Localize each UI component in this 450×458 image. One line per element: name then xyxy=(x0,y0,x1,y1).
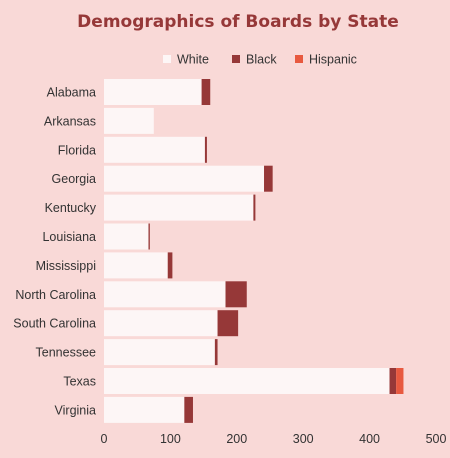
category-label-louisiana: Louisiana xyxy=(42,230,96,244)
category-label-arkansas: Arkansas xyxy=(44,114,96,128)
bar-alabama-black xyxy=(201,79,211,105)
category-label-south-carolina: South Carolina xyxy=(13,317,96,331)
bar-south-carolina-white xyxy=(104,310,218,337)
x-tick-label: 200 xyxy=(226,432,247,446)
x-tick-label: 100 xyxy=(160,432,181,446)
category-label-kentucky: Kentucky xyxy=(45,201,97,215)
bar-texas-black xyxy=(389,368,397,394)
chart-title: Demographics of Boards by State xyxy=(77,12,399,32)
category-label-florida: Florida xyxy=(58,143,96,157)
bar-kentucky-white xyxy=(104,194,254,221)
bar-mississippi-white xyxy=(104,252,168,279)
bar-north-carolina-white xyxy=(104,281,226,308)
x-tick-label: 300 xyxy=(293,432,314,446)
bar-arkansas-white xyxy=(104,107,154,134)
bar-north-carolina-black xyxy=(225,281,247,308)
legend-swatch-black xyxy=(232,55,240,63)
category-label-texas: Texas xyxy=(63,375,96,389)
bar-south-carolina-black xyxy=(217,310,239,337)
bar-georgia-black xyxy=(264,165,273,192)
bar-alabama-white xyxy=(104,79,202,105)
bar-virginia-white xyxy=(104,396,185,423)
category-label-north-carolina: North Carolina xyxy=(15,288,96,302)
category-label-alabama: Alabama xyxy=(47,86,96,100)
bar-tennessee-black xyxy=(214,339,218,366)
category-label-tennessee: Tennessee xyxy=(36,346,97,360)
bar-texas-hispanic xyxy=(396,368,404,394)
bar-georgia-white xyxy=(104,165,265,192)
bar-mississippi-black xyxy=(167,252,173,279)
legend-swatch-hispanic xyxy=(295,55,303,63)
bar-florida-white xyxy=(104,136,205,163)
bar-tennessee-white xyxy=(104,339,215,366)
x-tick-label: 400 xyxy=(359,432,380,446)
x-axis: 0 100 200 300 400 500 xyxy=(101,432,447,446)
bar-louisiana-black xyxy=(148,223,150,250)
plot-area xyxy=(104,79,404,423)
y-axis: Alabama Arkansas Florida Georgia Kentucky Lou… xyxy=(13,86,96,418)
legend-label-black: Black xyxy=(246,53,277,67)
legend: White Black Hispanic xyxy=(163,53,357,67)
bar-louisiana-white xyxy=(104,223,149,250)
legend-swatch-white xyxy=(163,55,171,63)
x-tick-label: 0 xyxy=(101,432,108,446)
bar-virginia-black xyxy=(184,396,193,423)
category-label-virginia: Virginia xyxy=(55,403,97,417)
category-label-mississippi: Mississippi xyxy=(36,259,96,273)
category-label-georgia: Georgia xyxy=(52,172,97,186)
bar-kentucky-black xyxy=(253,194,256,221)
x-tick-label: 500 xyxy=(426,432,447,446)
bar-texas-white xyxy=(104,368,390,394)
legend-label-hispanic: Hispanic xyxy=(309,53,357,67)
legend-label-white: White xyxy=(177,53,209,67)
bar-florida-black xyxy=(204,136,207,163)
